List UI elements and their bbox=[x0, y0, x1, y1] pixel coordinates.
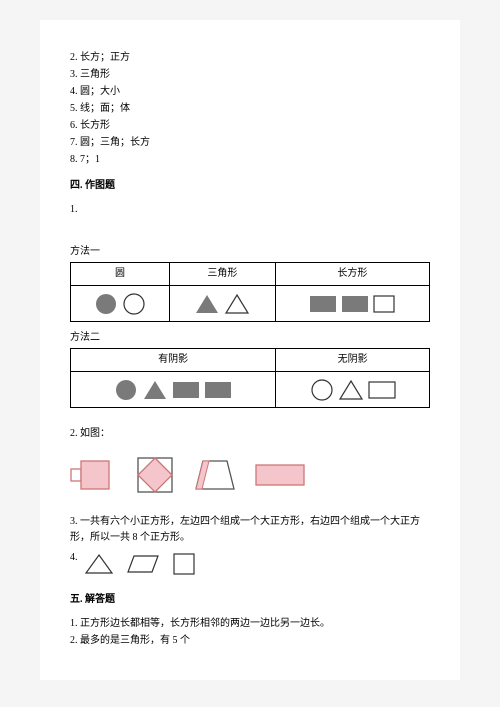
t2-h1: 有阴影 bbox=[71, 349, 276, 372]
t1-cell-rects bbox=[275, 286, 429, 322]
t1-h3: 长方形 bbox=[275, 263, 429, 286]
answer-7: 7. 圆；三角；长方 bbox=[70, 135, 430, 151]
answer-3: 3. 三角形 bbox=[70, 67, 430, 83]
shape-flag-icon bbox=[70, 457, 116, 493]
s5-a2: 2. 最多的是三角形，有 5 个 bbox=[70, 633, 430, 649]
circle-filled-icon bbox=[114, 378, 138, 402]
rect-filled-icon bbox=[341, 294, 369, 314]
table-method1: 圆 三角形 长方形 bbox=[70, 262, 430, 322]
q2-shapes-row bbox=[70, 454, 430, 496]
circle-outline-icon bbox=[310, 378, 334, 402]
answer-4: 4. 圆；大小 bbox=[70, 84, 430, 100]
t2-cell-unshaded bbox=[276, 372, 430, 408]
triangle-filled-icon bbox=[142, 378, 168, 402]
t1-cell-circles bbox=[71, 286, 170, 322]
triangle-outline-icon bbox=[84, 552, 114, 576]
method1-label: 方法一 bbox=[70, 244, 430, 260]
section-5-heading: 五. 解答题 bbox=[70, 592, 430, 608]
s5-a1: 1. 正方形边长都相等，长方形相邻的两边一边比另一边长。 bbox=[70, 616, 430, 632]
circle-filled-icon bbox=[94, 292, 118, 316]
shape-square-diamond-icon bbox=[134, 454, 176, 496]
shape-trapezoid-icon bbox=[194, 457, 236, 493]
section-4-heading: 四. 作图题 bbox=[70, 178, 430, 194]
rect-outline-icon bbox=[373, 294, 395, 314]
q2-label: 2. 如图： bbox=[70, 426, 430, 442]
answer-2: 2. 长方；正方 bbox=[70, 50, 430, 66]
rect-filled-icon bbox=[204, 380, 232, 400]
q4-label: 4. bbox=[70, 550, 78, 566]
answer-6: 6. 长方形 bbox=[70, 118, 430, 134]
t2-cell-shaded bbox=[71, 372, 276, 408]
q1-label: 1. bbox=[70, 202, 430, 218]
method2-label: 方法二 bbox=[70, 330, 430, 346]
square-outline-icon bbox=[172, 552, 196, 576]
rect-filled-icon bbox=[309, 294, 337, 314]
t1-h2: 三角形 bbox=[170, 263, 276, 286]
t1-cell-triangles bbox=[170, 286, 276, 322]
q3-text: 3. 一共有六个小正方形，左边四个组成一个大正方形，右边四个组成一个大正方形，所… bbox=[70, 514, 430, 546]
answer-8: 8. 7；1 bbox=[70, 152, 430, 168]
rect-outline-icon bbox=[368, 380, 396, 400]
answer-5: 5. 线；面；体 bbox=[70, 101, 430, 117]
triangle-outline-icon bbox=[224, 292, 250, 316]
t2-h2: 无阴影 bbox=[276, 349, 430, 372]
shape-rect-icon bbox=[254, 462, 306, 488]
triangle-filled-icon bbox=[194, 292, 220, 316]
page-container: 2. 长方；正方 3. 三角形 4. 圆；大小 5. 线；面；体 6. 长方形 … bbox=[40, 20, 460, 680]
t1-h1: 圆 bbox=[71, 263, 170, 286]
circle-outline-icon bbox=[122, 292, 146, 316]
table-method2: 有阴影 无阴影 bbox=[70, 348, 430, 408]
parallelogram-outline-icon bbox=[126, 553, 160, 575]
triangle-outline-icon bbox=[338, 378, 364, 402]
rect-filled-icon bbox=[172, 380, 200, 400]
q4-shapes-row bbox=[84, 552, 196, 576]
